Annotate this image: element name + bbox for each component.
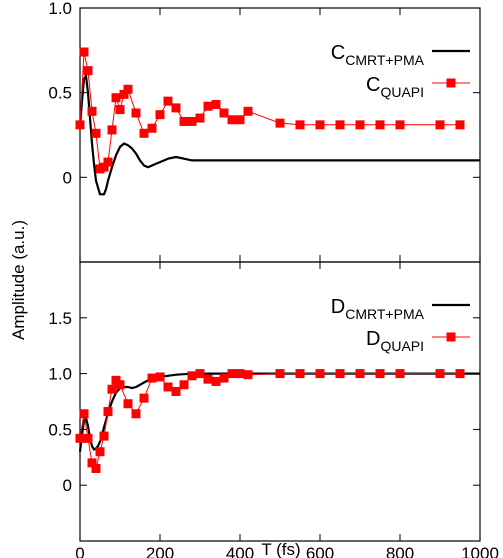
data-point-marker [147,373,157,383]
data-point-marker [315,369,325,379]
y-tick-label: 1.5 [48,309,72,328]
y-tick-label: 0 [63,168,72,187]
data-point-marker [243,370,253,380]
data-point-marker [123,84,133,94]
data-point-marker [139,393,149,403]
x-tick-label: 400 [226,544,254,558]
y-tick-label: 1.0 [48,365,72,384]
data-point-marker [203,101,213,111]
y-tick-label: 1.0 [48,0,72,18]
data-point-marker [275,118,285,128]
y-tick-label: 0.5 [48,84,72,103]
data-point-marker [91,128,101,138]
data-point-marker [179,116,189,126]
x-tick-label: 1000 [461,544,499,558]
data-point-marker [131,108,141,118]
data-point-marker [435,120,445,130]
y-tick-label: 0 [63,476,72,495]
data-point-marker [107,125,117,135]
data-point-marker [75,120,85,130]
data-point-marker [155,372,165,382]
data-point-marker [235,115,245,125]
data-point-marker [219,373,229,383]
y-tick-label: 0.5 [48,420,72,439]
data-point-marker [227,115,237,125]
x-axis-title: T (fs) [261,540,300,558]
data-point-marker [87,106,97,116]
legend-label: DQUAPI [366,328,424,354]
data-point-marker [375,369,385,379]
data-point-marker [163,96,173,106]
data-point-marker [295,369,305,379]
data-point-marker [131,409,141,419]
data-point-marker [147,123,157,133]
data-point-marker [179,380,189,390]
data-point-marker [195,113,205,123]
data-point-marker [87,458,97,468]
data-point-marker [275,369,285,379]
data-point-marker [395,120,405,130]
data-point-marker [295,120,305,130]
y-axis-title: Amplitude (a.u.) [9,220,28,340]
data-point-marker [355,120,365,130]
data-point-marker [123,399,133,409]
x-tick-label: 0 [75,544,84,558]
data-point-marker [187,116,197,126]
data-point-marker [395,369,405,379]
top-panel: 0 0.5 1.0 CCMRT+PMA CQUAPI [48,0,481,263]
legend-label: CQUAPI [366,74,424,100]
data-point-marker [103,407,113,417]
data-point-marker [83,433,93,443]
data-point-marker [455,120,465,130]
legend-label: CCMRT+PMA [331,42,425,68]
data-point-marker [155,110,165,120]
data-point-marker [375,120,385,130]
data-point-marker [211,376,221,386]
data-point-marker [187,371,197,381]
data-point-marker [435,369,445,379]
x-tick-label: 200 [146,544,174,558]
data-point-marker [171,386,181,396]
data-point-marker [95,447,105,457]
cmrt-series-line [78,74,480,196]
data-point-marker [99,431,109,441]
data-point-marker [91,463,101,473]
data-point-marker [227,369,237,379]
data-point-marker [335,369,345,379]
data-point-marker [115,105,125,115]
data-point-marker [355,369,365,379]
data-point-marker [107,384,117,394]
data-point-marker [243,106,253,116]
data-point-marker [171,103,181,113]
data-point-marker [139,128,149,138]
data-point-marker [111,93,121,103]
data-point-marker [211,100,221,110]
data-point-marker [75,433,85,443]
x-tick-label: 600 [306,544,334,558]
quapi-series-line [79,373,460,469]
plot-frame [79,261,481,542]
data-point-marker [163,382,173,392]
bottom-panel: 0 0.5 1.0 1.5 0 200 400 600 800 1000 DCMRT+PMA DQUA… [48,261,499,558]
data-point-marker [235,369,245,379]
data-point-marker [219,108,229,118]
data-point-marker [103,157,113,167]
data-point-marker [79,47,89,57]
data-point-marker [455,369,465,379]
legend-sample-marker [446,78,456,88]
data-point-marker [335,120,345,130]
legend-label: DCMRT+PMA [331,296,425,322]
data-point-marker [195,369,205,379]
data-point-marker [99,162,109,172]
data-point-marker [83,66,93,76]
data-point-marker [119,89,129,99]
data-point-marker [115,380,125,390]
x-tick-label: 800 [386,544,414,558]
data-point-marker [315,120,325,130]
legend-sample-marker [446,332,456,342]
data-point-marker [79,409,89,419]
data-point-marker [203,374,213,384]
